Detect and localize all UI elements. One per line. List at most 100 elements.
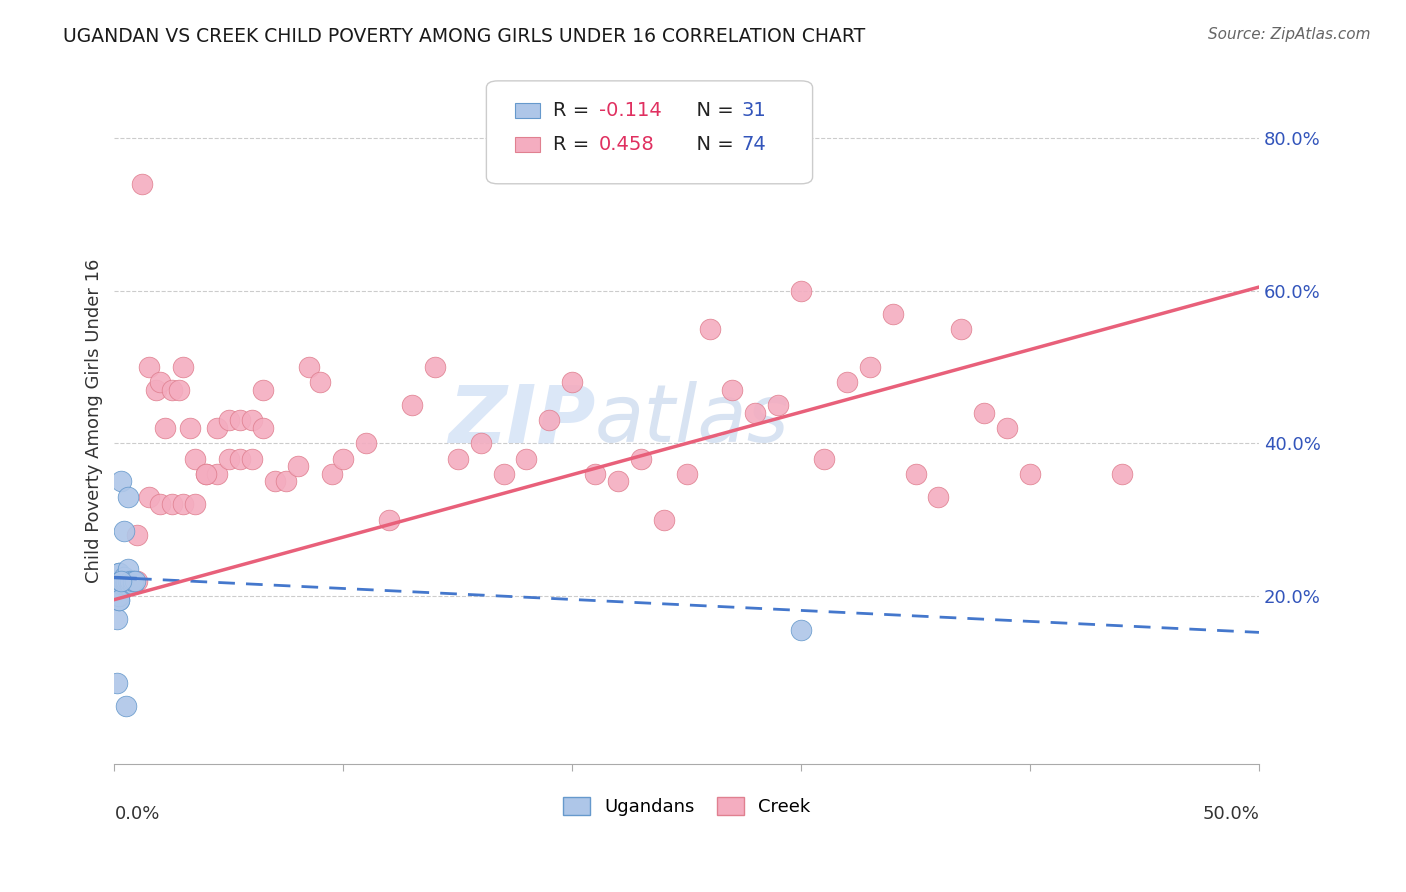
Point xyxy=(583,467,606,481)
Point xyxy=(115,699,138,714)
Point xyxy=(110,574,132,588)
Point xyxy=(1111,467,1133,481)
Point xyxy=(515,451,537,466)
Point xyxy=(218,413,240,427)
Point xyxy=(115,574,138,588)
Point xyxy=(124,574,146,588)
Point xyxy=(287,459,309,474)
Point xyxy=(153,421,176,435)
Point xyxy=(183,451,205,466)
Point xyxy=(112,574,135,588)
Point xyxy=(240,413,263,427)
Point xyxy=(882,307,904,321)
Point xyxy=(172,360,194,375)
Point xyxy=(121,574,143,588)
Point xyxy=(207,467,229,481)
Point xyxy=(1019,467,1042,481)
Point xyxy=(561,376,583,390)
Point xyxy=(274,475,297,489)
Point xyxy=(675,467,697,481)
Text: R =: R = xyxy=(553,101,595,120)
Text: -0.114: -0.114 xyxy=(599,101,661,120)
Point xyxy=(112,524,135,538)
Point xyxy=(121,574,143,588)
Point xyxy=(423,360,446,375)
Point xyxy=(108,589,131,603)
Point xyxy=(117,574,139,588)
Point xyxy=(194,467,217,481)
Point xyxy=(183,497,205,511)
Point xyxy=(332,451,354,466)
Point xyxy=(790,284,813,298)
Point xyxy=(835,376,858,390)
Text: 31: 31 xyxy=(741,101,766,120)
Point xyxy=(973,406,995,420)
Point xyxy=(108,574,131,588)
Point xyxy=(447,451,470,466)
Point xyxy=(790,623,813,637)
Point xyxy=(950,322,973,336)
Text: N =: N = xyxy=(685,101,741,120)
Point xyxy=(207,421,229,435)
Point xyxy=(127,574,149,588)
Point xyxy=(117,562,139,576)
Point xyxy=(699,322,721,336)
Point xyxy=(112,577,135,591)
Point xyxy=(229,413,252,427)
Point xyxy=(263,475,285,489)
Point xyxy=(149,497,172,511)
Text: ZIP: ZIP xyxy=(447,382,595,459)
Point xyxy=(117,574,139,588)
Point xyxy=(138,360,160,375)
Point xyxy=(105,676,128,690)
Point xyxy=(120,574,142,588)
Text: 50.0%: 50.0% xyxy=(1202,805,1258,823)
Text: 0.458: 0.458 xyxy=(599,136,654,154)
Point xyxy=(240,451,263,466)
Point xyxy=(115,574,138,588)
Point xyxy=(252,421,274,435)
FancyBboxPatch shape xyxy=(486,81,813,184)
Point xyxy=(744,406,766,420)
Point xyxy=(218,451,240,466)
Point xyxy=(110,574,132,588)
Point xyxy=(117,490,139,504)
Point xyxy=(115,577,138,591)
Point xyxy=(105,589,128,603)
Point xyxy=(630,451,652,466)
Point xyxy=(378,512,401,526)
Point xyxy=(110,577,132,591)
Point xyxy=(401,398,423,412)
Point xyxy=(105,612,128,626)
FancyBboxPatch shape xyxy=(515,103,540,118)
Point xyxy=(813,451,835,466)
Point xyxy=(108,566,131,580)
Point xyxy=(121,577,143,591)
Point xyxy=(120,577,142,591)
Point xyxy=(167,383,190,397)
Point xyxy=(110,574,132,588)
Text: 0.0%: 0.0% xyxy=(114,805,160,823)
Point xyxy=(927,490,949,504)
Point xyxy=(607,475,630,489)
Point xyxy=(995,421,1018,435)
Point xyxy=(108,574,131,588)
Text: UGANDAN VS CREEK CHILD POVERTY AMONG GIRLS UNDER 16 CORRELATION CHART: UGANDAN VS CREEK CHILD POVERTY AMONG GIR… xyxy=(63,27,866,45)
Point xyxy=(131,177,153,191)
Point xyxy=(172,497,194,511)
Point xyxy=(112,570,135,584)
Point xyxy=(652,512,675,526)
Point xyxy=(110,574,132,588)
Point xyxy=(904,467,927,481)
Point xyxy=(229,451,252,466)
Point xyxy=(298,360,321,375)
Point xyxy=(859,360,882,375)
Point xyxy=(121,574,143,588)
Point xyxy=(309,376,332,390)
Point xyxy=(470,436,492,450)
Text: 74: 74 xyxy=(741,136,766,154)
Text: atlas: atlas xyxy=(595,382,790,459)
Point xyxy=(321,467,343,481)
Point xyxy=(105,574,128,588)
Point xyxy=(354,436,377,450)
